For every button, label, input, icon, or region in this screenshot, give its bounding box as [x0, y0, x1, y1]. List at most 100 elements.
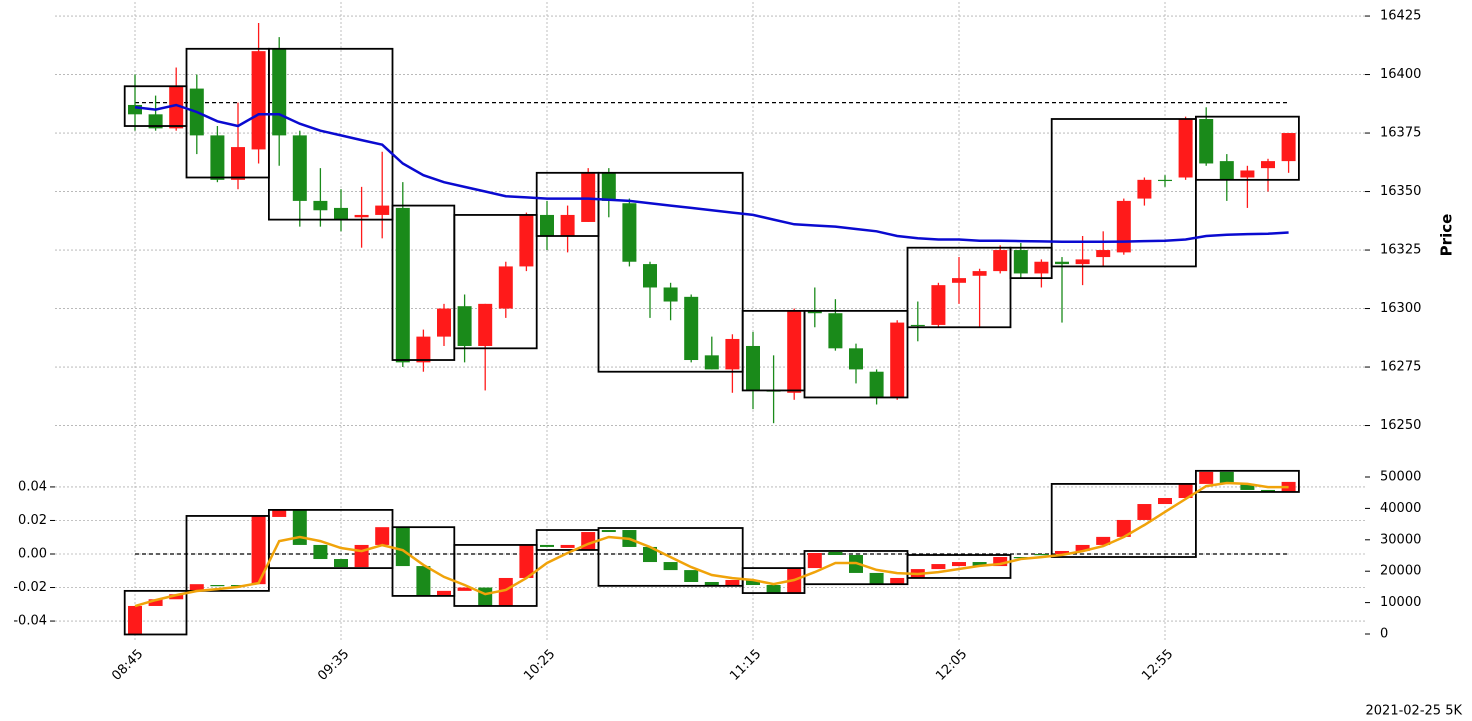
candle-body: [1219, 161, 1234, 180]
y-tick-label: 16425: [1380, 9, 1421, 24]
candle-body: [993, 557, 1008, 567]
candle-body: [169, 86, 184, 129]
candle-body: [704, 355, 719, 370]
candle-body: [643, 546, 657, 563]
candle-body: [540, 544, 554, 547]
range-box: [906, 246, 1012, 329]
candle-body: [663, 287, 678, 302]
y-tick-label: 16375: [1380, 126, 1421, 141]
candle-body: [972, 562, 987, 567]
candle-body: [807, 552, 822, 569]
y-tick-label: 16300: [1380, 301, 1421, 316]
range-box: [1195, 469, 1300, 493]
candle-body: [1013, 250, 1028, 274]
y-tick-label: 16400: [1380, 67, 1421, 82]
candle-body: [972, 271, 987, 276]
y-tick-label: 16325: [1380, 243, 1421, 258]
candle-body: [1261, 489, 1275, 492]
candle-body: [890, 577, 905, 585]
candle-body: [1158, 179, 1172, 182]
candle-body: [478, 587, 493, 606]
candle-body: [746, 345, 760, 391]
range-box: [453, 214, 538, 350]
candle-body: [395, 527, 410, 567]
y-tick-label: -0.02: [13, 580, 47, 595]
range-box: [453, 544, 538, 607]
candle-body: [437, 590, 451, 596]
candle-body: [498, 266, 513, 309]
candle-body: [334, 207, 348, 220]
y2-tick-label: 0: [1380, 627, 1388, 642]
candle-body: [1137, 179, 1152, 199]
candle-body: [663, 562, 678, 571]
range-box: [597, 527, 744, 587]
range-box: [803, 309, 909, 399]
candle-body: [931, 285, 946, 325]
candle-body: [766, 585, 781, 594]
y-tick-label: -0.04: [13, 614, 47, 629]
candle-body: [169, 594, 184, 600]
candle-body: [128, 104, 142, 115]
range-box: [267, 47, 394, 221]
candle-body: [251, 515, 266, 585]
candle-body: [1116, 200, 1131, 253]
y-tick-label: 0.04: [18, 479, 47, 494]
candle-body: [354, 214, 369, 218]
candle-body: [519, 544, 534, 578]
candle-body: [725, 579, 740, 586]
candle-body: [519, 214, 534, 267]
candle-body: [684, 570, 699, 582]
candle-body: [498, 577, 513, 606]
candle-body: [890, 322, 905, 398]
candle-body: [1261, 161, 1275, 169]
candle-body: [210, 135, 225, 180]
candle-body: [1199, 471, 1214, 484]
y2-tick-label: 10000: [1380, 595, 1421, 610]
candle-body: [1219, 471, 1234, 484]
candle-body: [1096, 536, 1111, 545]
candle-body: [416, 336, 431, 363]
range-box: [1050, 483, 1197, 558]
candle-body: [560, 214, 575, 236]
candle-body: [1055, 261, 1069, 265]
candle-body: [292, 509, 307, 545]
candle-body: [704, 581, 719, 586]
candle-body: [1158, 497, 1172, 505]
x-tick-label: 12:05: [933, 647, 970, 684]
candle-body: [1178, 119, 1193, 178]
candle-body: [437, 308, 451, 337]
candle-body: [1137, 504, 1152, 520]
candle-body: [952, 562, 966, 567]
candle-body: [478, 303, 493, 346]
candle-body: [1240, 483, 1255, 490]
candle-body: [313, 200, 328, 211]
candle-body: [1075, 544, 1090, 551]
candle-body: [416, 566, 431, 596]
candle-body: [210, 585, 225, 587]
y-tick-label: 16250: [1380, 418, 1421, 433]
candle-body: [787, 310, 802, 393]
range-box: [597, 171, 744, 373]
candle-body: [292, 135, 307, 201]
candle-body: [231, 585, 245, 587]
y2-tick-label: 20000: [1380, 564, 1421, 579]
candle-body: [1116, 519, 1131, 537]
y-tick-label: 0.00: [18, 546, 47, 561]
y2-tick-label: 30000: [1380, 532, 1421, 547]
line-series: [134, 481, 1289, 608]
candle-body: [272, 48, 287, 136]
candle-body: [1034, 553, 1049, 556]
candle-body: [272, 509, 287, 517]
candle-body: [807, 310, 822, 314]
line-series: [134, 103, 1289, 244]
candle-body: [1096, 250, 1111, 258]
candle-body: [828, 551, 843, 555]
candle-body: [746, 579, 760, 586]
candle-body: [1013, 557, 1028, 559]
candle-body: [849, 348, 863, 370]
range-box: [1195, 115, 1300, 181]
candle-body: [1178, 483, 1193, 498]
candle-body: [869, 572, 884, 585]
